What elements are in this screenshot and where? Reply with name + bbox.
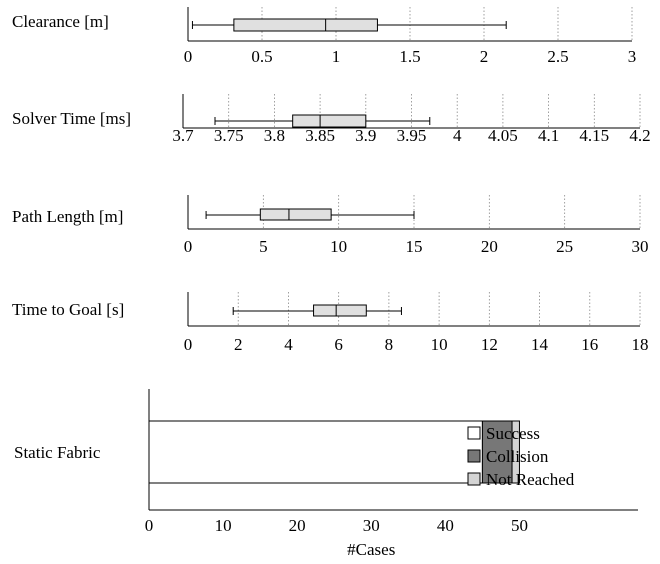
tick-label: 3.95 <box>397 126 427 145</box>
tick-label: 1.5 <box>399 47 420 66</box>
boxplot-1: Clearance [m] 0 0.5 1 1.5 2 2.5 3 <box>12 7 636 66</box>
tick-label: 0 <box>145 516 154 535</box>
boxplot-label: Solver Time [ms] <box>12 109 131 128</box>
category-label: Static Fabric <box>14 443 101 462</box>
tick-label: 16 <box>581 335 598 354</box>
tick-label: 3.7 <box>172 126 194 145</box>
tick-label: 5 <box>259 237 268 256</box>
tick-label: 4 <box>284 335 293 354</box>
legend-item: Not Reached <box>467 470 575 489</box>
legend-swatch <box>467 449 481 463</box>
boxplot-4: Time to Goal [s] 0 2 4 6 8 10 12 14 16 18 <box>12 292 649 354</box>
tick-label: 15 <box>406 237 423 256</box>
boxplot-2: Solver Time [ms] 3.7 3.75 3.8 3.85 3.9 3.95 4 4.… <box>12 94 651 145</box>
boxplot-label: Path Length [m] <box>12 207 123 226</box>
legend-item: Success <box>467 424 540 443</box>
tick-label: 0 <box>184 47 193 66</box>
boxplot-label: Time to Goal [s] <box>12 300 124 319</box>
tick-label: 10 <box>431 335 448 354</box>
tick-label: 3.8 <box>264 126 285 145</box>
tick-label: 3.75 <box>214 126 244 145</box>
box-iqr <box>233 18 378 32</box>
tick-label: 18 <box>632 335 649 354</box>
tick-label: 0.5 <box>251 47 272 66</box>
tick-label: 20 <box>289 516 306 535</box>
tick-label: 30 <box>632 237 649 256</box>
box-iqr <box>259 208 332 221</box>
tick-label: 20 <box>481 237 498 256</box>
stacked-bar-chart: Static Fabric 0 10 20 30 40 50 #Cases Success Col… <box>14 389 638 559</box>
tick-label: 2 <box>234 335 243 354</box>
box-iqr <box>292 114 367 128</box>
boxplot-label: Clearance [m] <box>12 12 109 31</box>
legend-label: Success <box>486 424 540 443</box>
bar-segment-collision <box>481 420 513 484</box>
tick-label: 4.2 <box>629 126 650 145</box>
tick-label: 2.5 <box>547 47 568 66</box>
legend-swatch <box>467 472 481 486</box>
tick-label: 50 <box>511 516 528 535</box>
tick-label: 3.85 <box>305 126 335 145</box>
x-axis-label: #Cases <box>347 540 395 559</box>
legend-label: Not Reached <box>486 470 575 489</box>
boxplot-3: Path Length [m] 0 5 10 15 20 25 30 <box>12 195 649 256</box>
tick-label: 40 <box>437 516 454 535</box>
tick-label: 30 <box>363 516 380 535</box>
tick-label: 3 <box>628 47 637 66</box>
bar-segment-success <box>148 420 483 484</box>
tick-label: 6 <box>334 335 343 354</box>
tick-label: 4.1 <box>538 126 559 145</box>
tick-label: 8 <box>385 335 394 354</box>
tick-label: 3.9 <box>355 126 376 145</box>
bar-segment-not-reached <box>511 420 520 484</box>
tick-label: 25 <box>556 237 573 256</box>
tick-label: 1 <box>332 47 341 66</box>
tick-label: 10 <box>215 516 232 535</box>
box-iqr <box>313 304 367 317</box>
tick-label: 2 <box>480 47 489 66</box>
tick-label: 4.15 <box>579 126 609 145</box>
tick-label: 14 <box>531 335 549 354</box>
tick-label: 4 <box>453 126 462 145</box>
tick-label: 0 <box>184 335 193 354</box>
legend-label: Collision <box>486 447 549 466</box>
tick-label: 10 <box>330 237 347 256</box>
legend-item: Collision <box>467 447 549 466</box>
tick-label: 4.05 <box>488 126 518 145</box>
tick-label: 12 <box>481 335 498 354</box>
box-plots: Clearance [m] 0 0.5 1 1.5 2 2.5 3 Solver Time [m… <box>12 7 651 354</box>
tick-label: 0 <box>184 237 193 256</box>
legend-swatch <box>467 426 481 440</box>
